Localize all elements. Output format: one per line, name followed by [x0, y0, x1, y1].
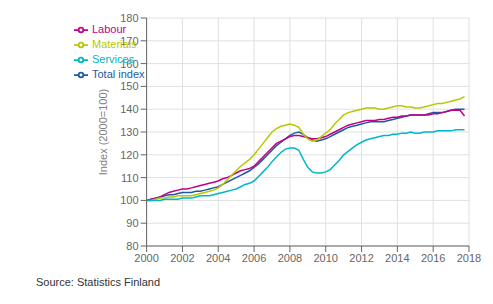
svg-text:2014: 2014	[385, 252, 409, 264]
svg-text:80: 80	[126, 240, 138, 252]
svg-text:180: 180	[120, 12, 138, 24]
svg-text:2016: 2016	[421, 252, 445, 264]
svg-text:160: 160	[120, 58, 138, 70]
svg-text:2008: 2008	[278, 252, 302, 264]
svg-text:2006: 2006	[242, 252, 266, 264]
svg-text:170: 170	[120, 35, 138, 47]
svg-text:120: 120	[120, 149, 138, 161]
svg-text:2000: 2000	[134, 252, 158, 264]
svg-text:110: 110	[121, 172, 139, 184]
svg-text:90: 90	[126, 217, 138, 229]
svg-text:2018: 2018	[457, 252, 481, 264]
svg-text:100: 100	[120, 194, 138, 206]
svg-text:2012: 2012	[349, 252, 373, 264]
svg-text:2010: 2010	[313, 252, 337, 264]
svg-text:Index (2000=100): Index (2000=100)	[97, 89, 109, 176]
svg-text:140: 140	[120, 103, 138, 115]
svg-text:2004: 2004	[206, 252, 230, 264]
svg-text:150: 150	[120, 80, 138, 92]
svg-text:130: 130	[120, 126, 138, 138]
svg-text:2002: 2002	[170, 252, 194, 264]
